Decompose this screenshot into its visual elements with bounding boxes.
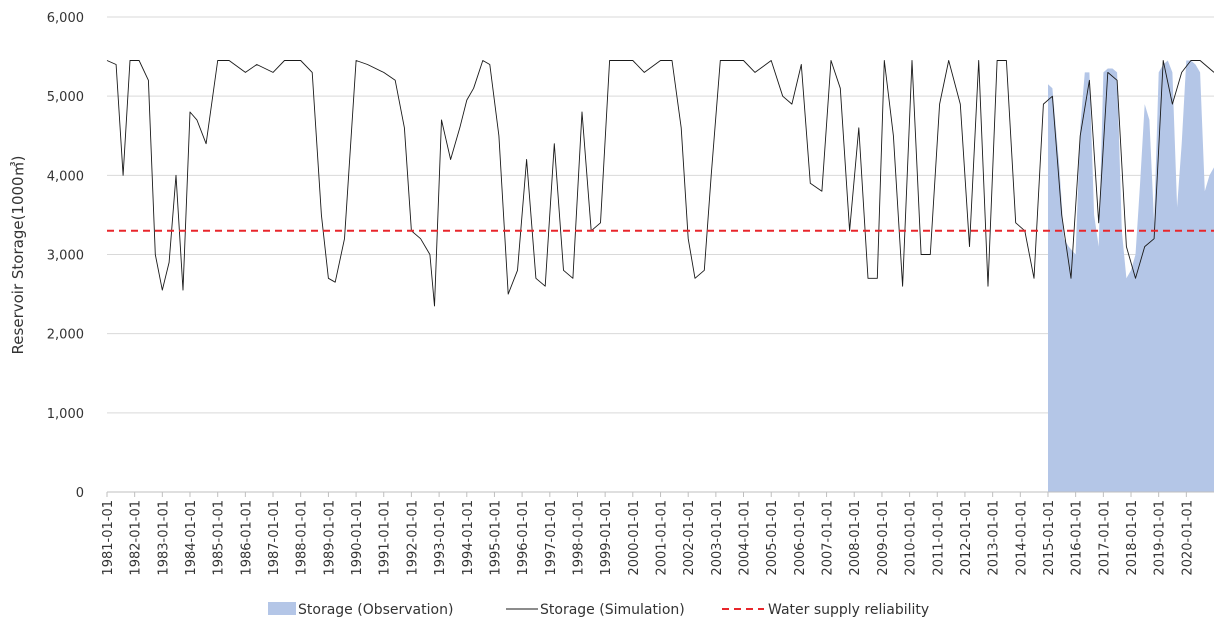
legend-swatch-observation: [268, 602, 296, 615]
x-tick-labels: 1981-01-01 1982-01-01 1983-01-01 1984-01-01…: [101, 500, 1195, 576]
y-tick-label: 3,000: [47, 249, 84, 264]
simulation-line: [106, 60, 1214, 307]
x-tick-label: 1996-01-01: [516, 500, 531, 576]
x-tick-label: 2007-01-01: [821, 500, 836, 576]
x-tick-label: 2008-01-01: [848, 500, 863, 576]
legend-label-observation: Storage (Observation): [298, 602, 453, 618]
x-tick-label: 2001-01-01: [655, 500, 670, 576]
x-tick-label: 2009-01-01: [876, 500, 891, 576]
x-tick-label: 2003-01-01: [710, 500, 725, 576]
x-tick-label: 2011-01-01: [931, 500, 946, 576]
x-tick-label: 2013-01-01: [987, 500, 1002, 576]
y-tick-label: 2,000: [47, 328, 84, 343]
y-tick-label: 1,000: [47, 407, 84, 422]
x-tick-label: 1999-01-01: [599, 500, 614, 576]
simulation-line-layer: [106, 60, 1214, 307]
legend-label-simulation: Storage (Simulation): [540, 602, 685, 618]
x-tick-label: 1981-01-01: [101, 500, 116, 576]
x-tick-label: 2010-01-01: [904, 500, 919, 576]
x-tick-label: 1987-01-01: [267, 500, 282, 576]
x-tick-label: 1993-01-01: [433, 500, 448, 576]
x-tick-label: 2006-01-01: [793, 500, 808, 576]
x-tick-label: 1985-01-01: [212, 500, 227, 576]
x-tick-label: 1995-01-01: [488, 500, 503, 576]
y-tick-label: 6,000: [47, 11, 84, 26]
x-tick-label: 1983-01-01: [156, 500, 171, 576]
x-tick-label: 2017-01-01: [1097, 500, 1112, 576]
x-tick-label: 1986-01-01: [239, 500, 254, 576]
x-tick-label: 1982-01-01: [129, 500, 144, 576]
x-tick-label: 2005-01-01: [765, 500, 780, 576]
x-tick-label: 1990-01-01: [350, 500, 365, 576]
x-tick-label: 1997-01-01: [544, 500, 559, 576]
x-tick-label: 2019-01-01: [1153, 500, 1168, 576]
y-tick-label: 0: [76, 486, 84, 501]
x-tick-label: 2004-01-01: [738, 500, 753, 576]
x-tick-label: 1989-01-01: [322, 500, 337, 576]
y-tick-label: 4,000: [47, 169, 84, 184]
x-tick-label: 2016-01-01: [1070, 500, 1085, 576]
x-tick-label: 2018-01-01: [1125, 500, 1140, 576]
legend: Storage (Observation) Storage (Simulatio…: [268, 602, 929, 618]
x-tick-label: 1988-01-01: [295, 500, 310, 576]
x-tick-label: 1984-01-01: [184, 500, 199, 576]
x-tick-label: 1998-01-01: [571, 500, 586, 576]
x-tick-label: 2000-01-01: [627, 500, 642, 576]
x-tick-label: 2012-01-01: [959, 500, 974, 576]
observation-area-layer: [1048, 60, 1214, 492]
x-tick-label: 1992-01-01: [405, 500, 420, 576]
y-tick-labels: 0 1,000 2,000 3,000 4,000 5,000 6,000: [47, 11, 84, 501]
x-tick-label: 2014-01-01: [1014, 500, 1029, 576]
axes: [106, 491, 1214, 497]
legend-label-reliability: Water supply reliability: [768, 602, 929, 618]
gridlines: [107, 16, 1214, 414]
x-tick-label: 1991-01-01: [378, 500, 393, 576]
x-tick-label: 2002-01-01: [682, 500, 697, 576]
y-tick-label: 5,000: [47, 90, 84, 105]
x-tick-label: 1994-01-01: [461, 500, 476, 576]
observation-area: [1048, 60, 1214, 492]
x-tick-label: 2015-01-01: [1042, 500, 1057, 576]
x-tick-label: 2020-01-01: [1180, 500, 1195, 576]
y-axis-label: Reservoir Storage(1000㎥): [9, 156, 27, 355]
